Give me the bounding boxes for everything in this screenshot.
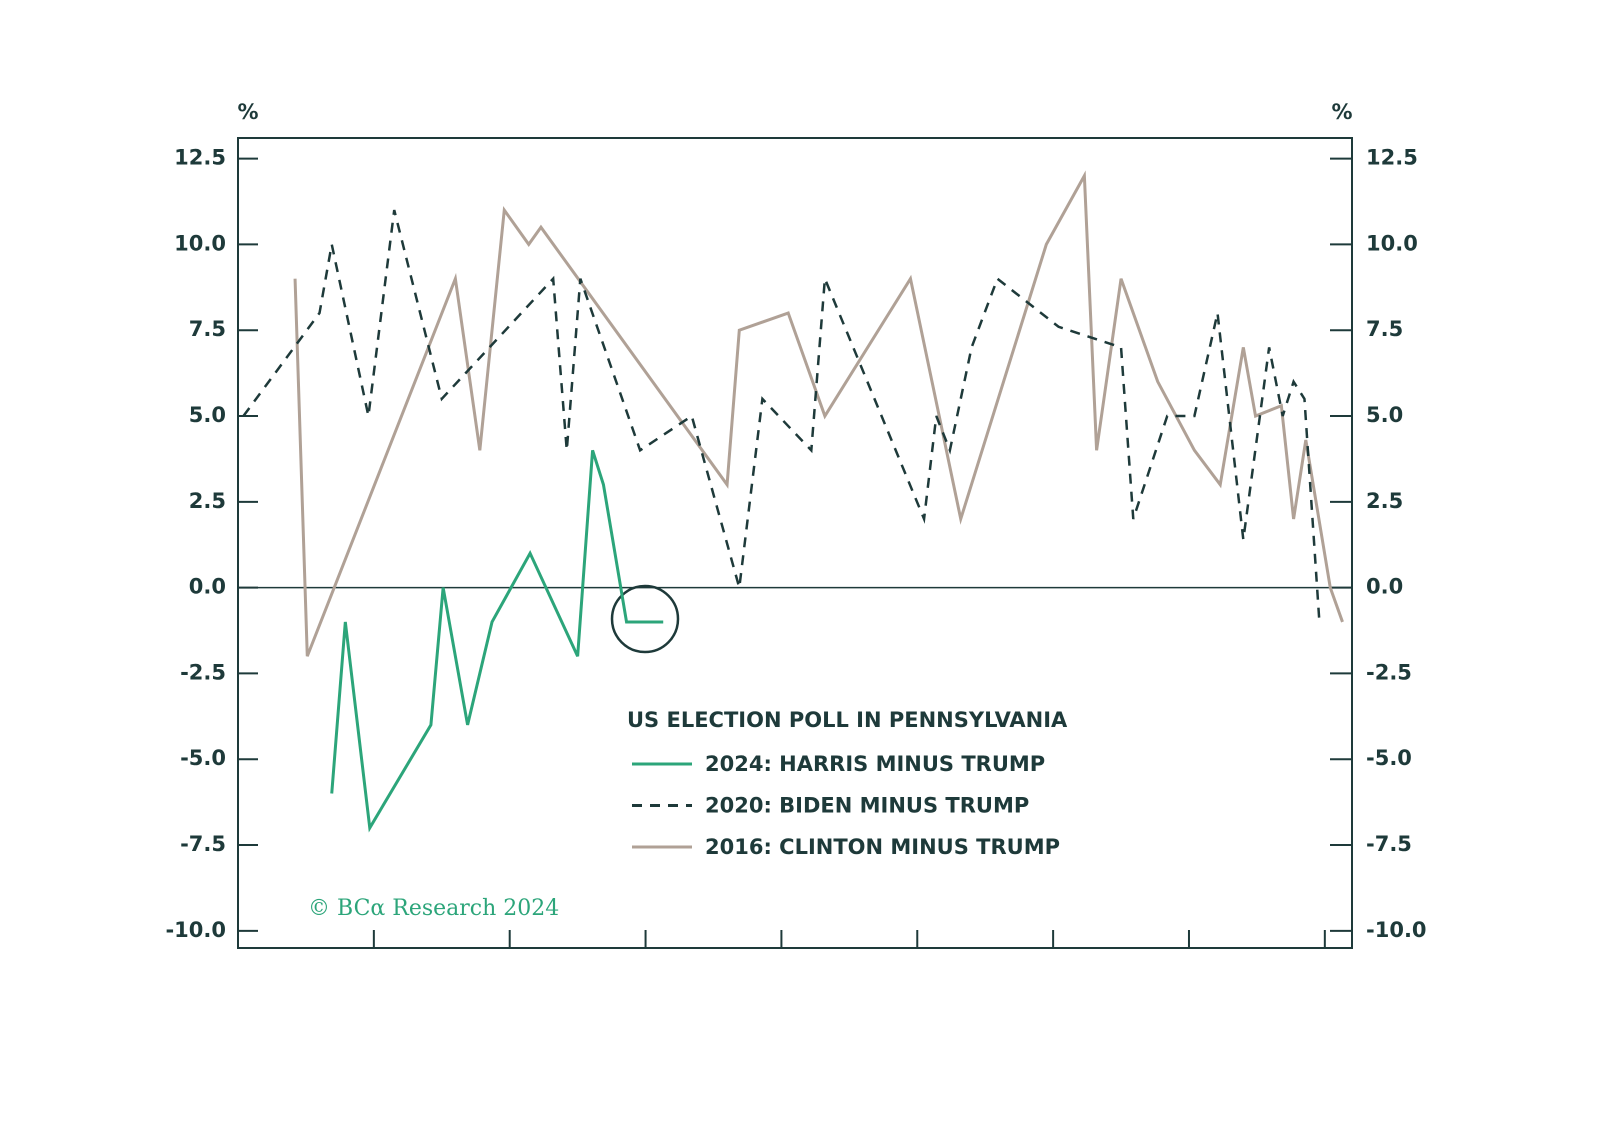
y2-tick-label: 0.0	[1366, 575, 1403, 599]
y-tick-label: 0.0	[189, 575, 226, 599]
y-tick-label: 5.0	[189, 403, 226, 427]
highlight-circle	[610, 584, 680, 654]
legend-label: 2024: HARRIS MINUS TRUMP	[705, 752, 1045, 776]
series-line	[293, 170, 1344, 657]
y-tick-label: -10.0	[165, 918, 226, 942]
series-line	[242, 209, 1321, 623]
y2-tick-label: 7.5	[1366, 317, 1403, 341]
y2-tick-label: 10.0	[1366, 231, 1418, 255]
y-tick-label: 10.0	[174, 231, 226, 255]
y-tick-label: -2.5	[180, 660, 226, 684]
y-tick-label: 7.5	[189, 317, 226, 341]
legend-label: 2016: CLINTON MINUS TRUMP	[705, 835, 1060, 859]
y2-tick-label: 5.0	[1366, 403, 1403, 427]
series-line	[330, 449, 664, 833]
y-axis-unit: %	[237, 100, 258, 124]
y2-tick-label: -5.0	[1366, 746, 1412, 770]
y2-tick-label: -2.5	[1366, 660, 1412, 684]
plot-frame	[237, 137, 1353, 949]
credit: © BCα Research 2024	[308, 896, 559, 921]
y2-tick-label: 2.5	[1366, 489, 1403, 513]
y2-axis-unit: %	[1331, 100, 1352, 124]
y2-tick-label: -7.5	[1366, 832, 1412, 856]
y2-tick-label: -10.0	[1366, 918, 1427, 942]
legend-label: 2020: BIDEN MINUS TRUMP	[705, 794, 1029, 818]
y2-tick-label: 12.5	[1366, 146, 1418, 170]
y-tick-label: 2.5	[189, 489, 226, 513]
legend-title: US ELECTION POLL IN PENNSYLVANIA	[627, 708, 1068, 732]
y-tick-label: -5.0	[180, 746, 226, 770]
y-tick-label: -7.5	[180, 832, 226, 856]
y-tick-label: 12.5	[174, 146, 226, 170]
